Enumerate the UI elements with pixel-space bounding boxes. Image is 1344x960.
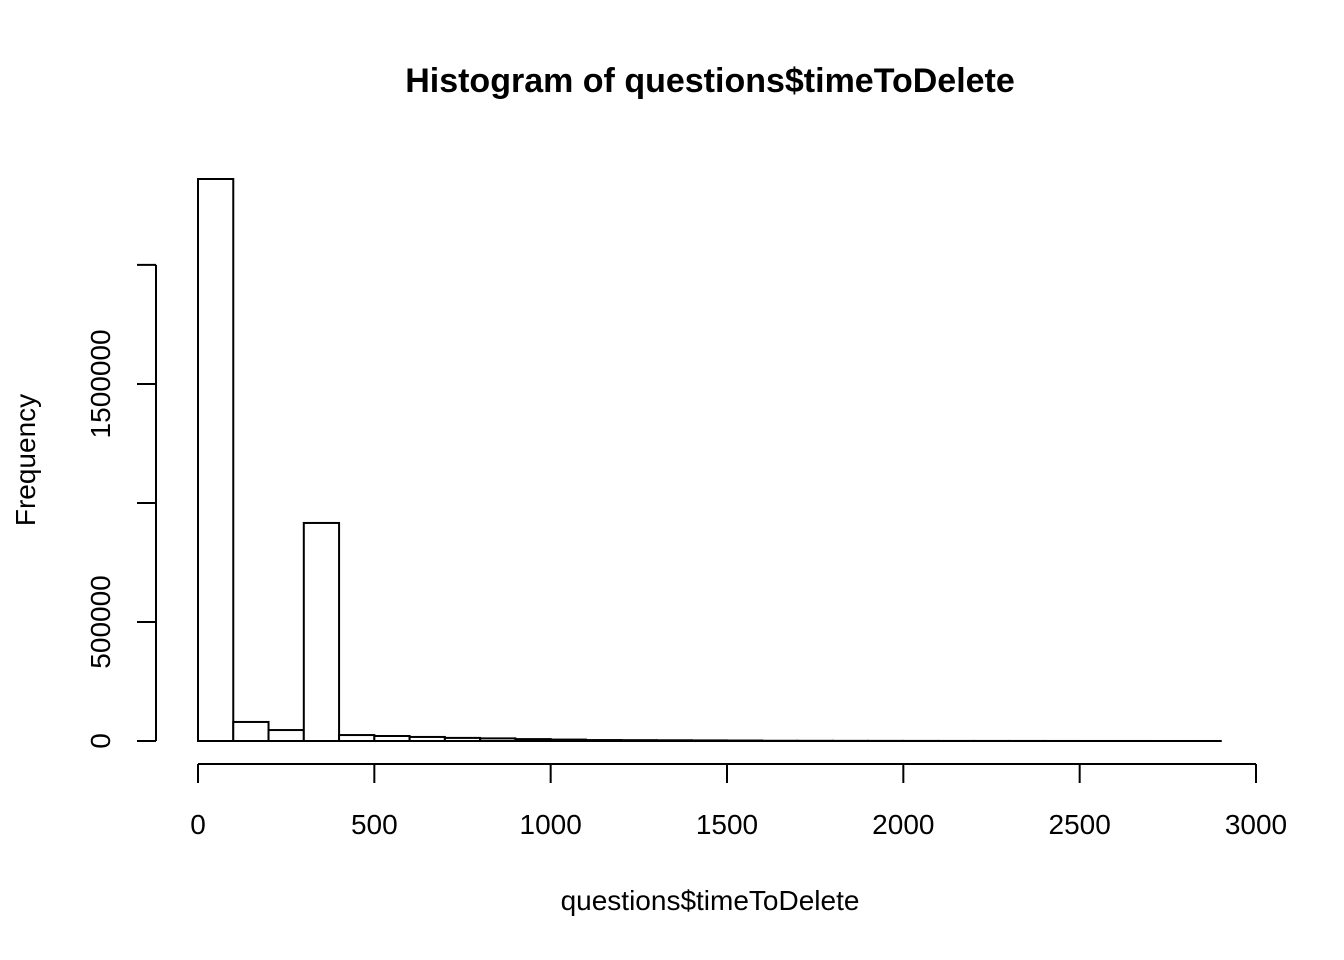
bar [690, 739, 729, 742]
bar [408, 735, 446, 743]
y-tick-label: 1500000 [85, 329, 116, 438]
x-tick-label: 1500 [696, 809, 758, 840]
y-axis-label: Frequency [10, 394, 41, 526]
chart-title: Histogram of questions$timeToDelete [405, 62, 1015, 100]
bar [232, 720, 270, 742]
x-tick-label: 500 [351, 809, 398, 840]
y-tick-label: 0 [85, 733, 116, 749]
x-axis-label: questions$timeToDelete [561, 885, 860, 916]
x-tick-label: 2500 [1049, 809, 1111, 840]
x-tick-label: 3000 [1225, 809, 1287, 840]
x-tick-label: 0 [190, 809, 206, 840]
bar [197, 178, 235, 742]
bar [443, 736, 482, 743]
x-tick-label: 2000 [872, 809, 934, 840]
y-tick-label: 500000 [85, 575, 116, 668]
bar [479, 737, 517, 742]
bar [302, 521, 341, 743]
bar [584, 739, 623, 742]
bar [655, 739, 693, 742]
bar [514, 738, 552, 742]
bar [267, 729, 305, 743]
bar [620, 739, 658, 742]
x-tick-label: 1000 [520, 809, 582, 840]
bar [549, 738, 587, 742]
bar [338, 734, 376, 743]
bar [373, 735, 411, 743]
